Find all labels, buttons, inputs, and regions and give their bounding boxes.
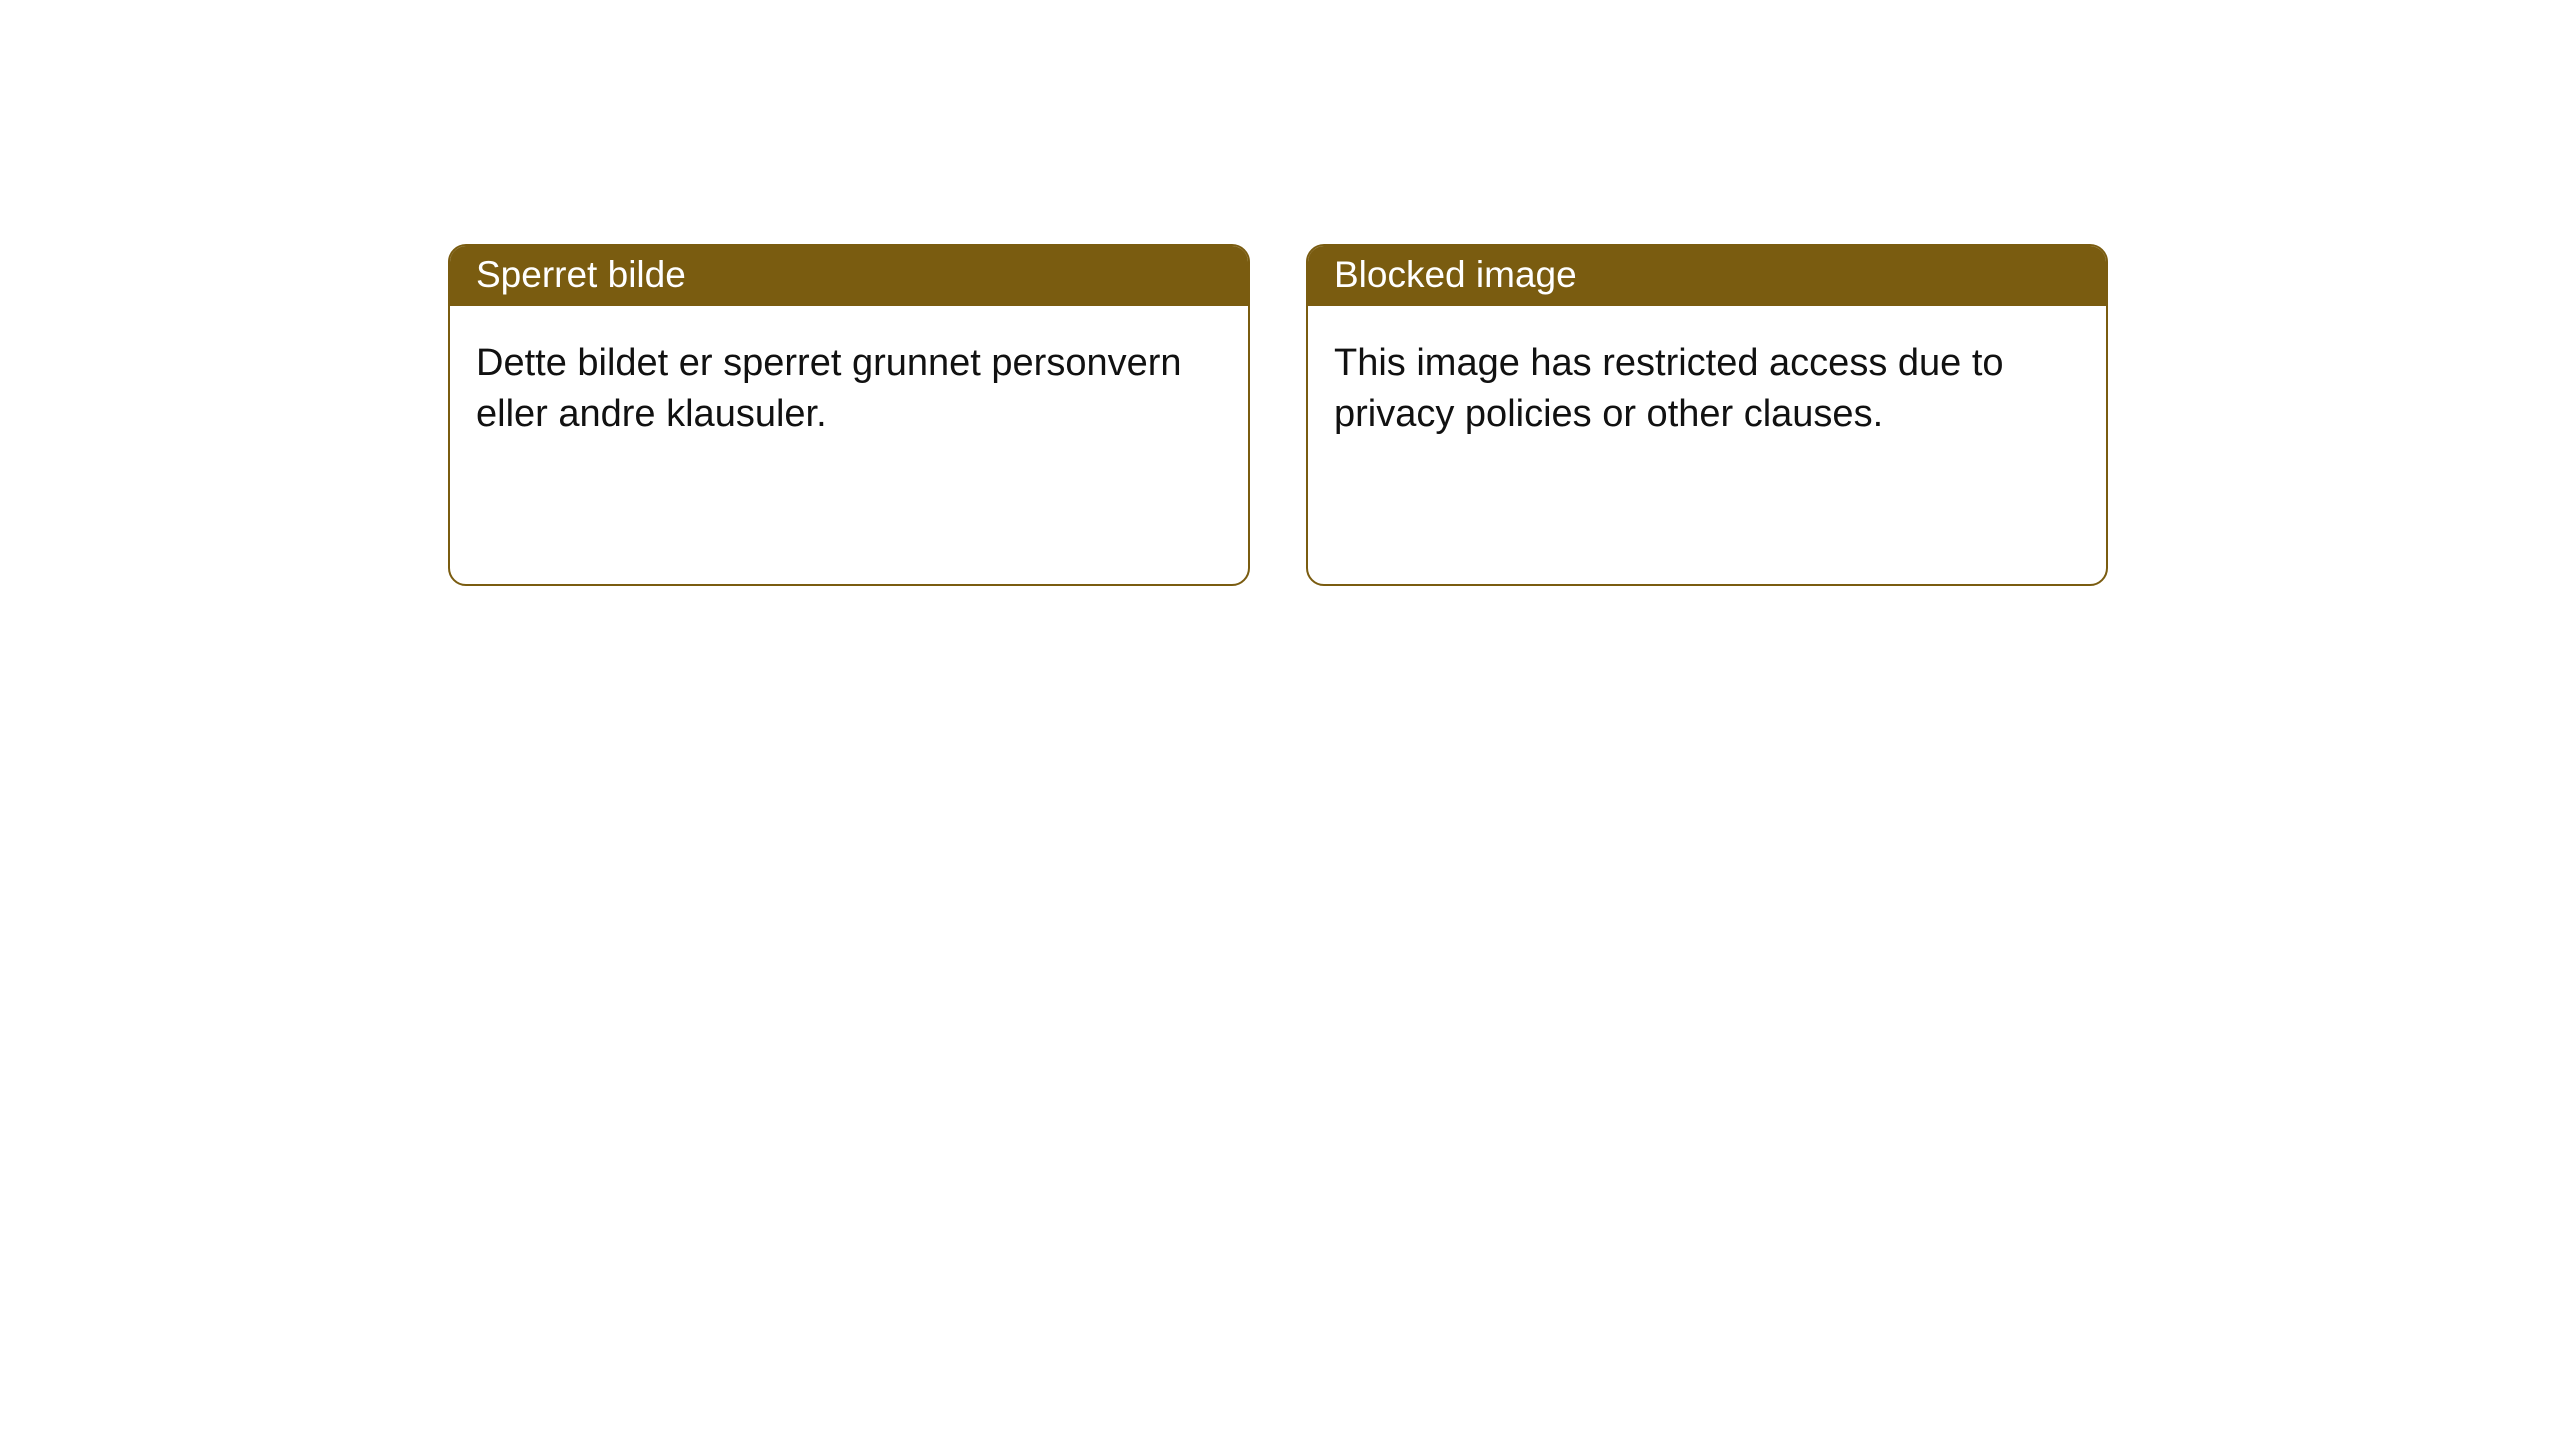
notice-body-norwegian: Dette bildet er sperret grunnet personve… xyxy=(450,306,1248,584)
notice-card-english: Blocked image This image has restricted … xyxy=(1306,244,2108,586)
notice-cards-container: Sperret bilde Dette bildet er sperret gr… xyxy=(0,0,2560,586)
notice-header-english: Blocked image xyxy=(1308,246,2106,306)
notice-body-english: This image has restricted access due to … xyxy=(1308,306,2106,584)
notice-header-norwegian: Sperret bilde xyxy=(450,246,1248,306)
notice-card-norwegian: Sperret bilde Dette bildet er sperret gr… xyxy=(448,244,1250,586)
